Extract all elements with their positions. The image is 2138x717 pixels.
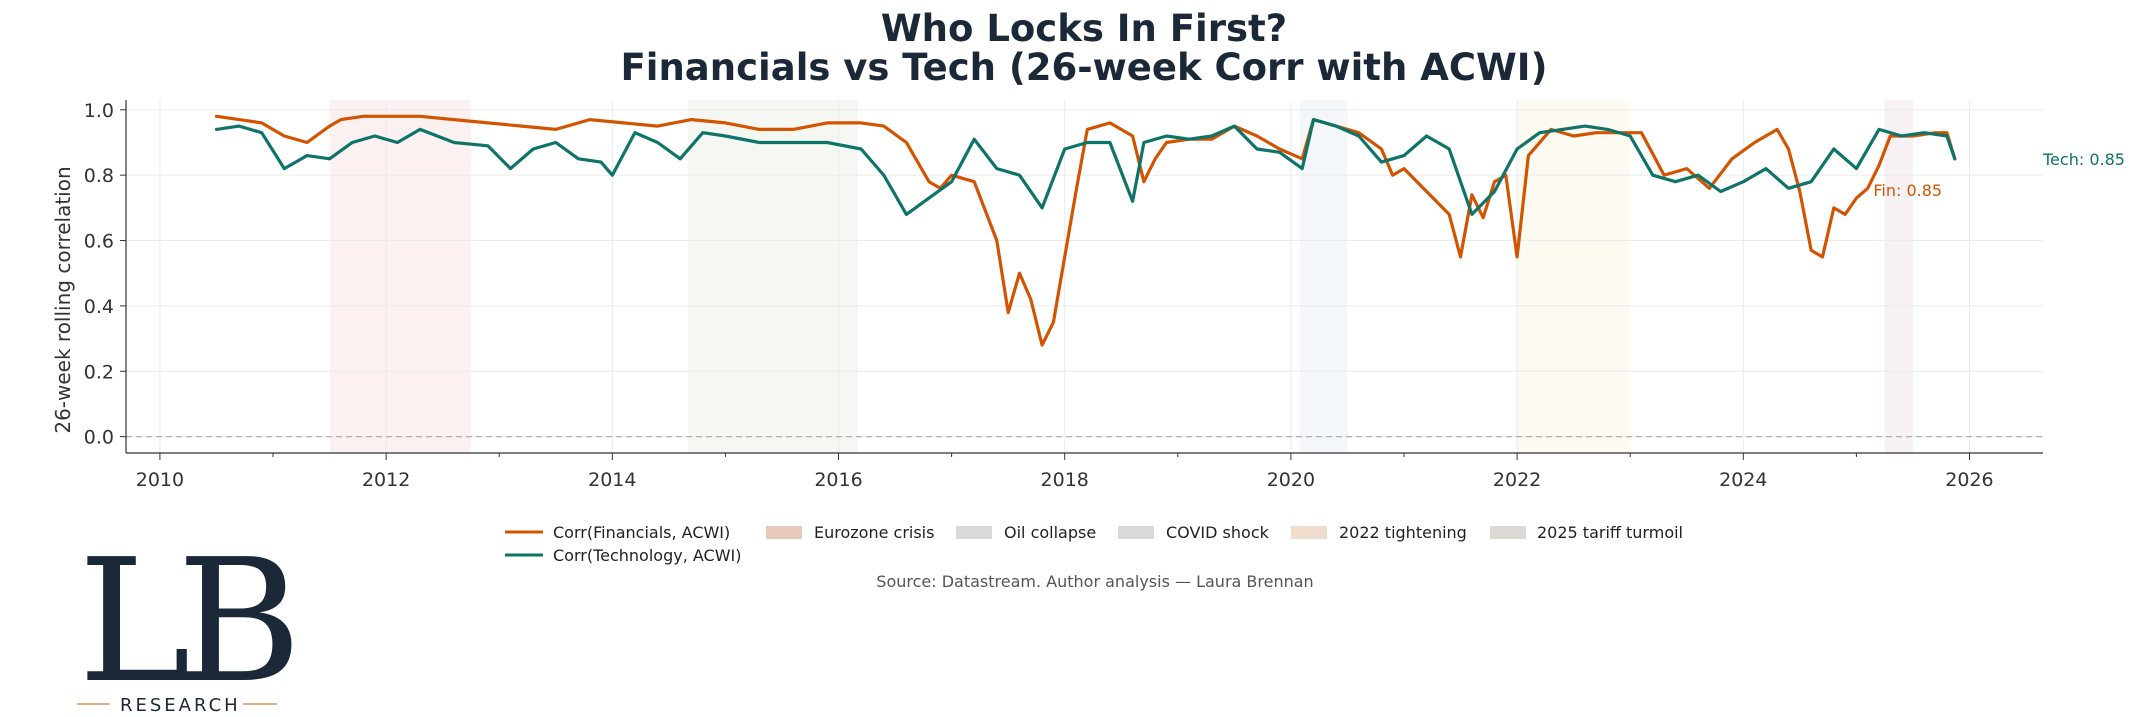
legend-swatch-covid bbox=[1118, 526, 1154, 539]
x-tick-label-2020: 2020 bbox=[1267, 469, 1315, 491]
x-tick-label-2012: 2012 bbox=[362, 469, 410, 491]
legend-swatch-tariff bbox=[1490, 526, 1526, 539]
y-axis-label: 26-week rolling correlation bbox=[51, 166, 75, 433]
x-tick-label-2022: 2022 bbox=[1493, 469, 1541, 491]
source-note: Source: Datastream. Author analysis — La… bbox=[876, 572, 1313, 591]
y-tick-label-1.0: 1.0 bbox=[84, 100, 114, 122]
logo-subtitle: RESEARCH bbox=[120, 695, 241, 716]
x-tick-label-2014: 2014 bbox=[588, 469, 636, 491]
legend-label-technology: Corr(Technology, ACWI) bbox=[553, 546, 742, 565]
legend-label-tariff: 2025 tariff turmoil bbox=[1537, 523, 1683, 542]
shaded-period-2022-tightening bbox=[1517, 100, 1631, 453]
shaded-period-covid-shock bbox=[1299, 100, 1348, 453]
y-tick-label-0.6: 0.6 bbox=[84, 231, 114, 253]
grid-lines bbox=[126, 100, 2043, 453]
y-tick-label-0.2: 0.2 bbox=[84, 361, 114, 383]
axes bbox=[125, 100, 2043, 454]
y-tick-label-0.0: 0.0 bbox=[84, 427, 114, 449]
x-tick-label-2026: 2026 bbox=[1945, 469, 1993, 491]
series-lines bbox=[214, 114, 1957, 347]
y-tick-label-0.8: 0.8 bbox=[84, 165, 114, 187]
series-line-financials bbox=[214, 114, 1957, 347]
chart-title-line-1: Who Locks In First? bbox=[881, 7, 1287, 50]
legend-swatch-eurozone bbox=[766, 526, 802, 539]
series-line-technology bbox=[214, 117, 1957, 216]
legend-label-oil: Oil collapse bbox=[1004, 523, 1096, 542]
legend-label-financials: Corr(Financials, ACWI) bbox=[553, 523, 730, 542]
y-axis-ticks: 0.0 0.2 0.4 0.6 0.8 1.0 bbox=[84, 100, 126, 449]
end-labels: Tech: 0.85 Fin: 0.85 bbox=[1873, 150, 2125, 200]
legend-swatch-oil bbox=[956, 526, 992, 539]
x-tick-label-2016: 2016 bbox=[814, 469, 862, 491]
y-tick-label-0.4: 0.4 bbox=[84, 296, 114, 318]
end-label-tech: Tech: 0.85 bbox=[2042, 150, 2125, 169]
shaded-period-eurozone-crisis bbox=[329, 100, 471, 453]
legend-swatch-tightening bbox=[1291, 526, 1327, 539]
x-tick-label-2018: 2018 bbox=[1041, 469, 1089, 491]
x-tick-label-2024: 2024 bbox=[1719, 469, 1767, 491]
shaded-period-2025-tariff-turmoil bbox=[1884, 100, 1913, 453]
shaded-period-oil-collapse bbox=[688, 100, 858, 453]
end-label-fin: Fin: 0.85 bbox=[1873, 181, 1942, 200]
legend: Corr(Financials, ACWI) Corr(Technology, … bbox=[505, 523, 1683, 565]
x-axis-ticks: 2010 2012 2014 2016 2018 2020 2022 2024 2026 bbox=[136, 453, 1994, 491]
legend-label-tightening: 2022 tightening bbox=[1339, 523, 1467, 542]
legend-label-eurozone: Eurozone crisis bbox=[814, 523, 934, 542]
shaded-periods bbox=[329, 100, 1913, 453]
lb-research-logo: LB RESEARCH bbox=[77, 523, 306, 717]
logo-letters: LB bbox=[78, 523, 292, 717]
chart-title-line-2: Financials vs Tech (26-week Corr with AC… bbox=[621, 46, 1548, 89]
x-tick-label-2010: 2010 bbox=[136, 469, 184, 491]
legend-label-covid: COVID shock bbox=[1166, 523, 1270, 542]
